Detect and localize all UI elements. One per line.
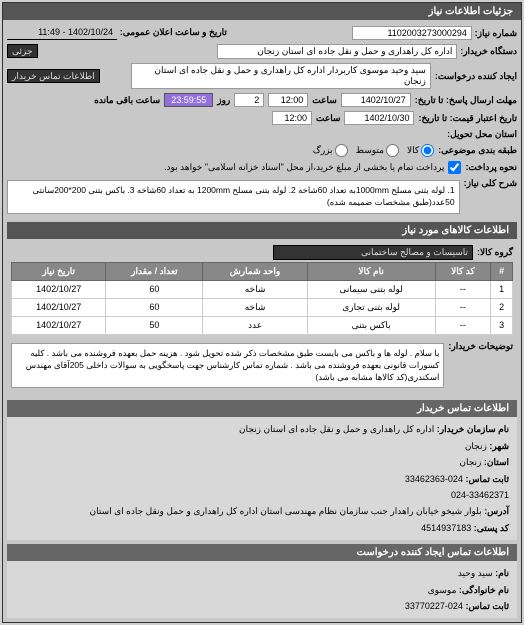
radio-goods-label: کالا	[407, 145, 419, 156]
creator-contact-title: اطلاعات تماس ایجاد کننده درخواست	[7, 544, 517, 561]
org-label: نام سازمان خریدار:	[437, 424, 509, 434]
radio-medium[interactable]: متوسط	[356, 144, 399, 157]
radio-large[interactable]: بزرگ	[313, 144, 348, 157]
payment-checkbox[interactable]	[448, 161, 461, 174]
table-row: 2--لوله بتنی تجاریشاخه601402/10/27	[12, 298, 513, 316]
table-cell: لوله بتنی تجاری	[307, 298, 435, 316]
radio-medium-input[interactable]	[386, 144, 399, 157]
table-cell: عدد	[203, 316, 307, 334]
th-qty: تعداد / مقدار	[106, 262, 203, 280]
validity-label: تاریخ اعتبار قیمت: تا تاریخ:	[418, 113, 517, 124]
group-label: گروه کالا:	[477, 247, 513, 258]
announce-date: 1402/10/24 - 11:49	[7, 26, 117, 40]
partial-badge: جزئی	[7, 44, 38, 58]
spec-text: 1. لوله بتنی مسلح 1000mmبه تعداد 60شاخه …	[7, 180, 460, 214]
creator-family-label: نام خانوادگی:	[459, 585, 509, 595]
deadline-label: مهلت ارسال پاسخ: تا تاریخ:	[415, 95, 517, 106]
method-label: نحوه پرداخت:	[465, 162, 517, 173]
address-label: آدرس:	[484, 506, 509, 516]
th-code: کد کالا	[435, 262, 491, 280]
th-name: نام کالا	[307, 262, 435, 280]
requester-label: ایجاد کننده درخواست:	[435, 71, 517, 82]
table-cell: 60	[106, 298, 203, 316]
time-label-2: ساعت	[316, 113, 341, 124]
buyer-contact-title: اطلاعات تماس خریدار	[7, 400, 517, 417]
table-row: 1--لوله بتنی سیمانیشاخه601402/10/27	[12, 280, 513, 298]
org-value: اداره کل راهداری و حمل و نقل جاده ای است…	[239, 424, 434, 434]
radio-goods-input[interactable]	[421, 144, 434, 157]
radio-large-label: بزرگ	[313, 145, 333, 156]
radio-large-input[interactable]	[335, 144, 348, 157]
buyer-value: اداره کل راهداری و حمل و نقل جاده ای است…	[217, 44, 457, 59]
remaining-time: 23:59:55	[164, 93, 213, 107]
buyer-contact-button[interactable]: اطلاعات تماس خریدار	[7, 69, 100, 83]
table-cell: 2	[491, 298, 513, 316]
city-value: زنجان	[465, 441, 487, 451]
table-cell: لوله بتنی سیمانی	[307, 280, 435, 298]
th-date: تاریخ نیاز	[12, 262, 106, 280]
table-cell: 3	[491, 316, 513, 334]
req-number-label: شماره نیاز:	[475, 28, 517, 38]
days-label: روز	[217, 95, 230, 106]
grouping-radio-group: کالا متوسط بزرگ	[313, 144, 434, 157]
table-cell: --	[435, 280, 491, 298]
postal-value: 4514937183	[421, 523, 471, 533]
req-number-value: 1102003273000294	[352, 26, 472, 40]
table-cell: 1402/10/27	[12, 298, 106, 316]
radio-goods[interactable]: کالا	[407, 144, 434, 157]
remaining-label: ساعت باقی مانده	[94, 95, 160, 106]
buyer-label: دستگاه خریدار:	[460, 46, 517, 56]
table-cell: شاخه	[203, 280, 307, 298]
table-cell: 1402/10/27	[12, 316, 106, 334]
response-date: 1402/10/27	[341, 93, 411, 107]
radio-medium-label: متوسط	[356, 145, 384, 156]
notes-text: با سلام . لوله ها و باکس می بایست طبق مش…	[11, 343, 444, 389]
table-cell: شاخه	[203, 298, 307, 316]
table-cell: 50	[106, 316, 203, 334]
goods-table: # کد کالا نام کالا واحد شمارش تعداد / مق…	[11, 262, 513, 335]
table-cell: --	[435, 298, 491, 316]
spec-label: شرح کلی نیاز:	[464, 178, 517, 189]
creator-name-label: نام:	[495, 568, 509, 578]
city-label: شهر:	[489, 441, 509, 451]
postal-label: کد پستی:	[474, 523, 509, 533]
phone2: 024-33462371	[451, 490, 509, 500]
phone-label: ثابت تماس:	[465, 474, 509, 484]
th-unit: واحد شمارش	[203, 262, 307, 280]
days-value: 2	[234, 93, 264, 107]
response-time: 12:00	[268, 93, 308, 107]
goods-section-title: اطلاعات کالاهای مورد نیاز	[7, 222, 517, 239]
method-text: پرداخت تمام یا بخشی از مبلغ خرید،از محل …	[164, 162, 444, 173]
province-label: استان:	[484, 457, 509, 467]
phone1: 024-33462363	[405, 474, 463, 484]
creator-phone: 024-33770227	[405, 601, 463, 611]
requester-value: سید وحید موسوی کاربردار اداره کل راهداری…	[131, 63, 431, 89]
announce-label: تاریخ و ساعت اعلان عمومی:	[120, 27, 227, 37]
validity-time: 12:00	[272, 111, 312, 125]
creator-phone-label: ثابت تماس:	[465, 601, 509, 611]
table-cell: 1402/10/27	[12, 280, 106, 298]
table-cell: 60	[106, 280, 203, 298]
creator-family: موسوی	[428, 585, 457, 595]
th-row: #	[491, 262, 513, 280]
location-label: استان محل تحویل:	[447, 129, 517, 140]
table-row: 3--باکس بتنیعدد501402/10/27	[12, 316, 513, 334]
address-value: بلوار شیخو خیابان راهدار جنب سازمان نظام…	[90, 506, 482, 516]
notes-label: توضیحات خریدار:	[448, 341, 513, 352]
time-label-1: ساعت	[312, 95, 337, 106]
table-cell: باکس بتنی	[307, 316, 435, 334]
table-cell: --	[435, 316, 491, 334]
details-panel-title: جزئیات اطلاعات نیاز	[3, 3, 521, 20]
validity-date: 1402/10/30	[344, 111, 414, 125]
table-cell: 1	[491, 280, 513, 298]
group-value: تاسیسات و مصالح ساختمانی	[273, 245, 473, 260]
grouping-label: طبقه بندی موضوعی:	[438, 145, 517, 156]
creator-name: سید وحید	[458, 568, 493, 578]
province-value: زنجان	[459, 457, 481, 467]
